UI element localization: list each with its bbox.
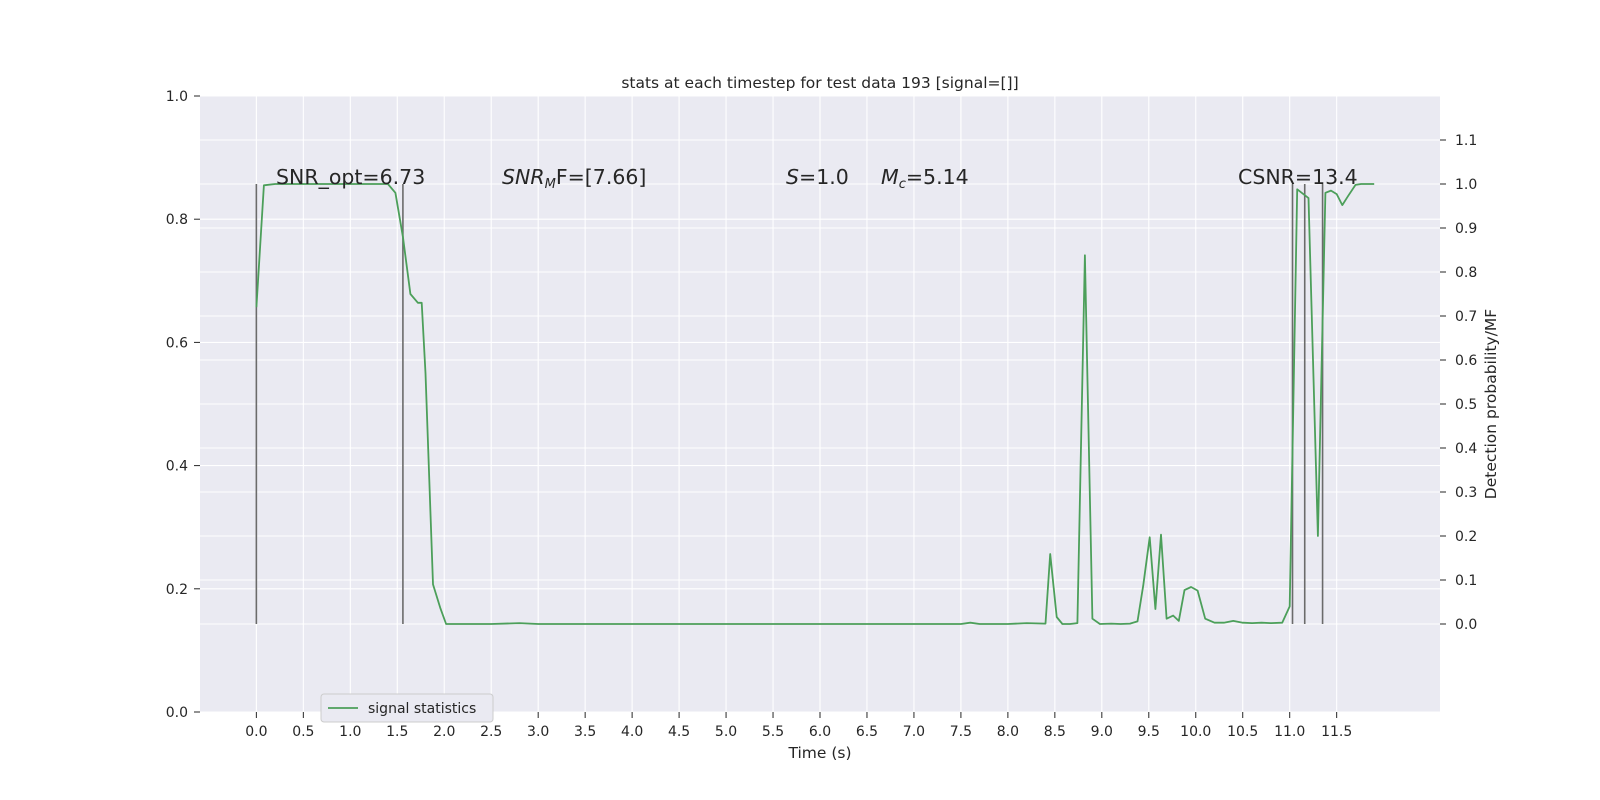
y2-tick-label: 0.6 xyxy=(1455,353,1477,369)
x-tick-label: 1.5 xyxy=(386,724,408,740)
y2-tick-label: 0.5 xyxy=(1455,397,1477,413)
y-axis-left: 0.0 0.2 0.4 0.6 0.8 1.0 xyxy=(166,89,200,721)
series-layer xyxy=(255,183,1375,625)
x-tick-label: 2.0 xyxy=(433,724,455,740)
x-tick-label: 8.5 xyxy=(1044,724,1066,740)
x-tick-label: 5.5 xyxy=(762,724,784,740)
x-tick-label: 7.0 xyxy=(903,724,925,740)
y-axis-right: 0.0 0.1 0.2 0.3 0.4 0.5 0.6 0.7 0.8 0.9 1.0 1.1 xyxy=(1440,133,1477,633)
y2-tick-label: 0.0 xyxy=(1455,617,1477,633)
y2-tick-label: 1.1 xyxy=(1455,133,1477,149)
x-tick-label: 0.5 xyxy=(292,724,314,740)
x-tick-label: 9.5 xyxy=(1138,724,1160,740)
y-tick-label: 0.8 xyxy=(166,212,188,228)
x-axis-label: Time (s) xyxy=(787,744,851,762)
annotation-mc: Mc=5.14 xyxy=(881,165,969,192)
y-tick-label: 0.0 xyxy=(166,705,188,721)
x-tick-label: 10.0 xyxy=(1180,724,1211,740)
x-tick-label: 10.5 xyxy=(1227,724,1258,740)
y2-tick-label: 0.8 xyxy=(1455,265,1477,281)
y2-tick-label: 1.0 xyxy=(1455,177,1477,193)
y2-tick-label: 0.2 xyxy=(1455,529,1477,545)
x-tick-label: 2.5 xyxy=(480,724,502,740)
x-tick-label: 6.0 xyxy=(809,724,831,740)
x-tick-label: 4.5 xyxy=(668,724,690,740)
x-tick-label: 7.5 xyxy=(950,724,972,740)
legend-label: signal statistics xyxy=(368,701,476,717)
y-tick-label: 0.2 xyxy=(166,582,188,598)
x-tick-label: 8.0 xyxy=(997,724,1019,740)
x-tick-label: 6.5 xyxy=(856,724,878,740)
y2-tick-label: 0.7 xyxy=(1455,309,1477,325)
annotation-s: S=1.0 xyxy=(786,165,849,189)
y-tick-label: 1.0 xyxy=(166,89,188,105)
legend: signal statistics xyxy=(320,693,494,723)
x-tick-label: 3.0 xyxy=(527,724,549,740)
x-tick-label: 11.0 xyxy=(1274,724,1305,740)
y-tick-label: 0.6 xyxy=(166,335,188,351)
y2-axis-label: Detection probability/MF xyxy=(1482,309,1500,500)
y2-tick-label: 0.4 xyxy=(1455,441,1477,457)
x-tick-label: 4.0 xyxy=(621,724,643,740)
annotation-csnr: CSNR=13.4 xyxy=(1238,165,1358,189)
y2-tick-label: 0.3 xyxy=(1455,485,1477,501)
x-tick-label: 0.0 xyxy=(245,724,267,740)
y-tick-label: 0.4 xyxy=(166,459,188,475)
legend-box xyxy=(320,693,494,723)
y2-tick-label: 0.9 xyxy=(1455,221,1477,237)
x-tick-label: 5.0 xyxy=(715,724,737,740)
annotation-snr-opt: SNR_opt=6.73 xyxy=(276,165,425,190)
x-tick-label: 11.5 xyxy=(1321,724,1352,740)
x-tick-label: 3.5 xyxy=(574,724,596,740)
chart-title: stats at each timestep for test data 193… xyxy=(621,74,1018,92)
x-axis: 0.0 0.5 1.0 1.5 2.0 2.5 3.0 3.5 4.0 4.5 5.0 5.5 6.0 6… xyxy=(245,712,1352,740)
series-line xyxy=(255,183,1375,625)
y2-tick-label: 0.1 xyxy=(1455,573,1477,589)
x-tick-label: 1.0 xyxy=(339,724,361,740)
x-tick-label: 9.0 xyxy=(1091,724,1113,740)
annotation-snr-mf: SNRMF=[7.66] xyxy=(502,165,646,192)
